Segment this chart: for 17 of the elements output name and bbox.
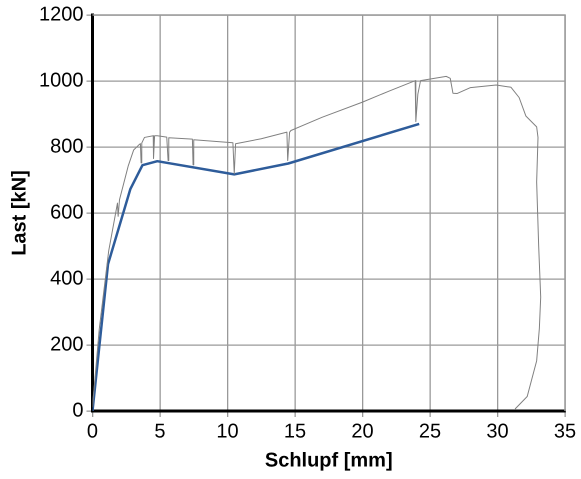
y-tick-label: 1000 — [38, 70, 84, 92]
x-tick-label: 15 — [284, 420, 306, 443]
x-tick-label: 20 — [351, 420, 374, 443]
y-tick-label: 1200 — [38, 4, 84, 26]
x-tick-label: 10 — [216, 420, 239, 443]
y-tick-label: 400 — [50, 268, 84, 290]
x-tick-label: 25 — [418, 420, 442, 443]
y-tick-label: 200 — [50, 334, 84, 356]
x-tick-label: 35 — [554, 420, 576, 443]
y-tick-label: 800 — [50, 136, 84, 158]
x-axis-title: Schlupf [mm] — [264, 450, 393, 472]
x-tick-label: 0 — [86, 420, 98, 443]
x-tick-label: 5 — [154, 420, 166, 443]
y-tick-label: 0 — [72, 400, 84, 422]
y-tick-label: 600 — [50, 202, 84, 224]
x-tick-label: 30 — [486, 420, 509, 443]
y-axis-title: Last [kN] — [8, 170, 31, 256]
